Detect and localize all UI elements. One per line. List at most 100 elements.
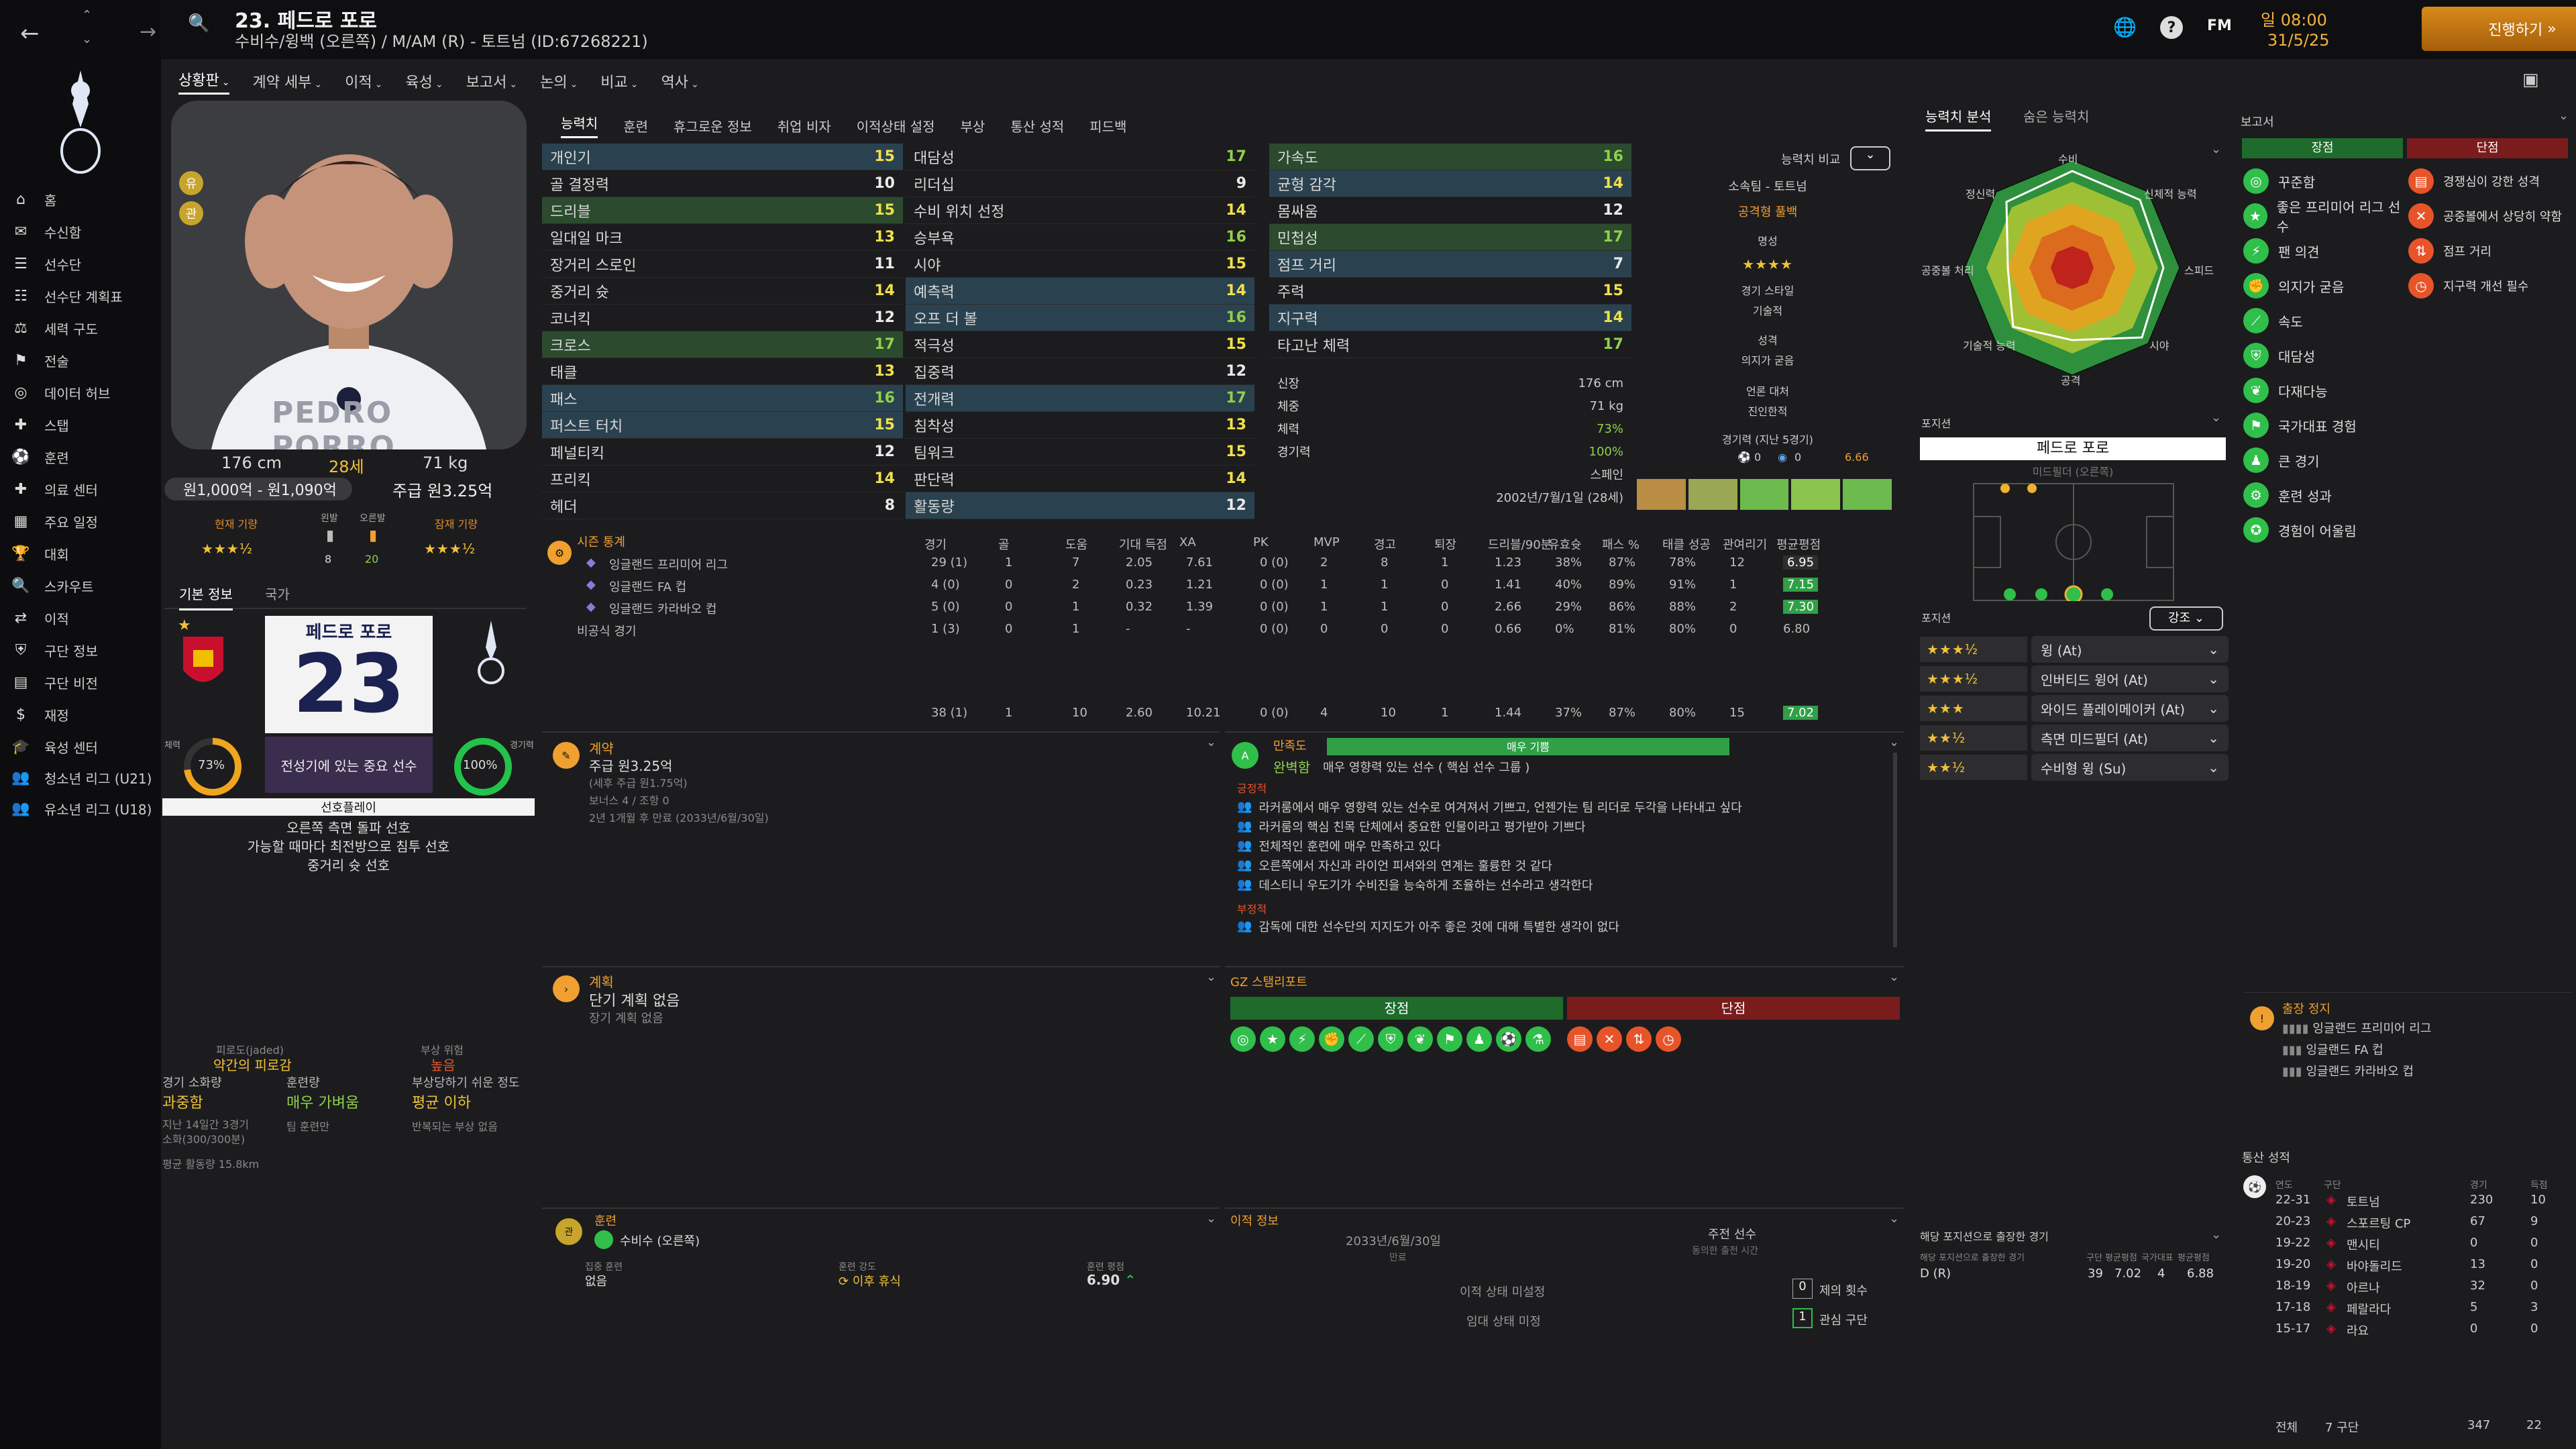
clock-icon[interactable]: ◷ (1656, 1026, 1681, 1052)
season-title[interactable]: 시즌 통계 (577, 535, 625, 549)
report-chevron-icon[interactable]: ⌄ (1889, 970, 1900, 984)
nav-item[interactable]: ▦ 주요 일정 (0, 503, 161, 539)
attribute-row[interactable]: 몸싸움 12 (1269, 197, 1631, 224)
role-row[interactable]: ★★½ 수비형 윙 (Su) ⌄ (1920, 753, 2229, 782)
subnav-item[interactable]: 역사 ⌄ (661, 70, 699, 92)
cross-icon[interactable]: ✕ (1597, 1026, 1622, 1052)
attribute-row[interactable]: 승부욕 16 (906, 224, 1254, 251)
star-icon[interactable]: ★ (1260, 1026, 1285, 1052)
attribute-row[interactable]: 헤더 8 (542, 492, 903, 519)
world-icon[interactable]: 🌐 (2113, 16, 2137, 38)
attribute-row[interactable]: 태클 13 (542, 358, 903, 385)
pro-item[interactable]: ◎ 꾸준함 (2243, 164, 2404, 199)
nav-item[interactable]: ⇄ 이적 (0, 600, 161, 636)
subnav-item[interactable]: 논의 ⌄ (540, 70, 578, 92)
attribute-row[interactable]: 수비 위치 선정 14 (906, 197, 1254, 224)
shield-icon[interactable]: ⛨ (1378, 1026, 1403, 1052)
competition-name[interactable]: 잉글랜드 프리미어 리그 (609, 558, 729, 572)
role-row[interactable]: ★★½ 측면 미드필더 (At) ⌄ (1920, 723, 2229, 753)
pro-item[interactable]: ⚙ 훈련 성과 (2243, 478, 2404, 513)
competition-name[interactable]: 잉글랜드 카라바오 컵 (609, 602, 717, 616)
subnav-item[interactable]: 상황판 ⌄ (178, 68, 230, 95)
nav-item[interactable]: 🏆 대회 (0, 535, 161, 572)
tab[interactable]: 휴그로운 정보 (674, 118, 752, 135)
role-select[interactable]: 윙 (At) ⌄ (2031, 636, 2229, 663)
attribute-row[interactable]: 페널티킥 12 (542, 439, 903, 466)
attribute-row[interactable]: 적극성 15 (906, 331, 1254, 358)
career-club[interactable]: 스포르팅 CP (2347, 1217, 2411, 1231)
target-icon[interactable]: ◎ (1230, 1026, 1256, 1052)
tab[interactable]: 훈련 (623, 118, 649, 135)
attribute-row[interactable]: 타고난 체력 17 (1269, 331, 1631, 358)
pro-item[interactable]: ✪ 경험이 어울림 (2243, 513, 2404, 547)
pro-item[interactable]: ❦ 다재다능 (2243, 373, 2404, 408)
nav-item[interactable]: ✚ 의료 센터 (0, 471, 161, 507)
fist-icon[interactable]: ✊ (1319, 1026, 1344, 1052)
help-icon[interactable]: ? (2160, 16, 2183, 39)
pro-item[interactable]: ⟋ 속도 (2243, 303, 2404, 338)
attribute-row[interactable]: 패스 16 (542, 385, 903, 412)
training-title[interactable]: 훈련 (594, 1214, 617, 1228)
nav-item[interactable]: ◎ 데이터 허브 (0, 374, 161, 411)
attribute-row[interactable]: 코너킥 12 (542, 305, 903, 331)
career-club[interactable]: 페랄라다 (2347, 1303, 2392, 1317)
satisfaction-title[interactable]: 만족도 (1273, 739, 1307, 753)
training-chevron-icon[interactable]: ⌄ (1206, 1212, 1217, 1226)
attribute-row[interactable]: 드리블 15 (542, 197, 903, 224)
career-club[interactable]: 맨시티 (2347, 1238, 2380, 1252)
tab[interactable]: 피드백 (1089, 118, 1127, 135)
plan-chevron-icon[interactable]: ⌄ (1206, 970, 1217, 984)
attribute-row[interactable]: 팀워크 15 (906, 439, 1254, 466)
competition-name[interactable]: 잉글랜드 FA 컵 (609, 580, 687, 594)
roles-highlight-button[interactable]: 강조 ⌄ (2149, 606, 2223, 631)
tab-hidden-attributes[interactable]: 숨은 능력치 (2023, 109, 2090, 125)
attribute-row[interactable]: 가속도 16 (1269, 144, 1631, 170)
search-icon[interactable]: 🔍 (188, 13, 210, 34)
report-title[interactable]: GZ 스탬리포트 (1230, 975, 1307, 989)
role-row[interactable]: ★★★½ 윙 (At) ⌄ (1920, 635, 2229, 664)
attribute-row[interactable]: 크로스 17 (542, 331, 903, 358)
competition-name[interactable]: 비공식 경기 (577, 625, 637, 639)
plan-title[interactable]: 계획 (589, 974, 614, 990)
contract-chevron-icon[interactable]: ⌄ (1206, 735, 1217, 749)
tab[interactable]: 능력치 (561, 113, 598, 138)
satisfaction-chevron-icon[interactable]: ⌄ (1889, 735, 1900, 749)
nav-item[interactable]: ✉ 수신함 (0, 213, 161, 250)
pro-item[interactable]: ⛨ 대담성 (2243, 338, 2404, 373)
attribute-row[interactable]: 균형 감각 14 (1269, 170, 1631, 197)
tab[interactable]: 통산 성적 (1010, 118, 1065, 135)
subnav-item[interactable]: 이적 ⌄ (345, 70, 382, 92)
role-row[interactable]: ★★★½ 인버티드 윙어 (At) ⌄ (1920, 664, 2229, 694)
tab-basic-info[interactable]: 기본 정보 (179, 584, 233, 610)
played-chevron-icon[interactable]: ⌄ (2211, 1228, 2222, 1242)
reports-chevron-icon[interactable]: ⌄ (2559, 109, 2569, 123)
role-select[interactable]: 인버티드 윙어 (At) ⌄ (2031, 665, 2229, 692)
con-item[interactable]: ◷ 지구력 개선 필수 (2408, 268, 2575, 303)
attribute-row[interactable]: 예측력 14 (906, 278, 1254, 305)
nav-item[interactable]: 🔍 스카우트 (0, 568, 161, 604)
attribute-row[interactable]: 전개력 17 (906, 385, 1254, 412)
tab-nation[interactable]: 국가 (265, 586, 290, 602)
nav-item[interactable]: ☷ 선수단 계획표 (0, 278, 161, 314)
attribute-row[interactable]: 일대일 마크 13 (542, 224, 903, 251)
nav-item[interactable]: $ 재정 (0, 696, 161, 733)
attribute-row[interactable]: 골 결정력 10 (542, 170, 903, 197)
con-item[interactable]: ⇅ 점프 거리 (2408, 233, 2575, 268)
attribute-row[interactable]: 리더십 9 (906, 170, 1254, 197)
transfer-chevron-icon[interactable]: ⌄ (1889, 1212, 1900, 1226)
nav-item[interactable]: ⚑ 전술 (0, 342, 161, 378)
role-select[interactable]: 측면 미드필더 (At) ⌄ (2031, 724, 2229, 751)
attribute-row[interactable]: 주력 15 (1269, 278, 1631, 305)
contract-title[interactable]: 계약 (589, 741, 614, 757)
attribute-row[interactable]: 민첩성 17 (1269, 224, 1631, 251)
radar-chevron-icon[interactable]: ⌄ (2211, 142, 2222, 156)
attribute-row[interactable]: 오프 더 볼 16 (906, 305, 1254, 331)
attribute-row[interactable]: 판단력 14 (906, 466, 1254, 492)
attribute-row[interactable]: 중거리 슛 14 (542, 278, 903, 305)
nav-item[interactable]: ▤ 구단 비전 (0, 664, 161, 700)
tab[interactable]: 부상 (960, 118, 985, 135)
dribble-icon[interactable]: ⚽ (1496, 1026, 1521, 1052)
attribute-row[interactable]: 지구력 14 (1269, 305, 1631, 331)
career-club[interactable]: 라요 (2347, 1324, 2369, 1338)
role-select[interactable]: 와이드 플레이메이커 (At) ⌄ (2031, 695, 2229, 722)
